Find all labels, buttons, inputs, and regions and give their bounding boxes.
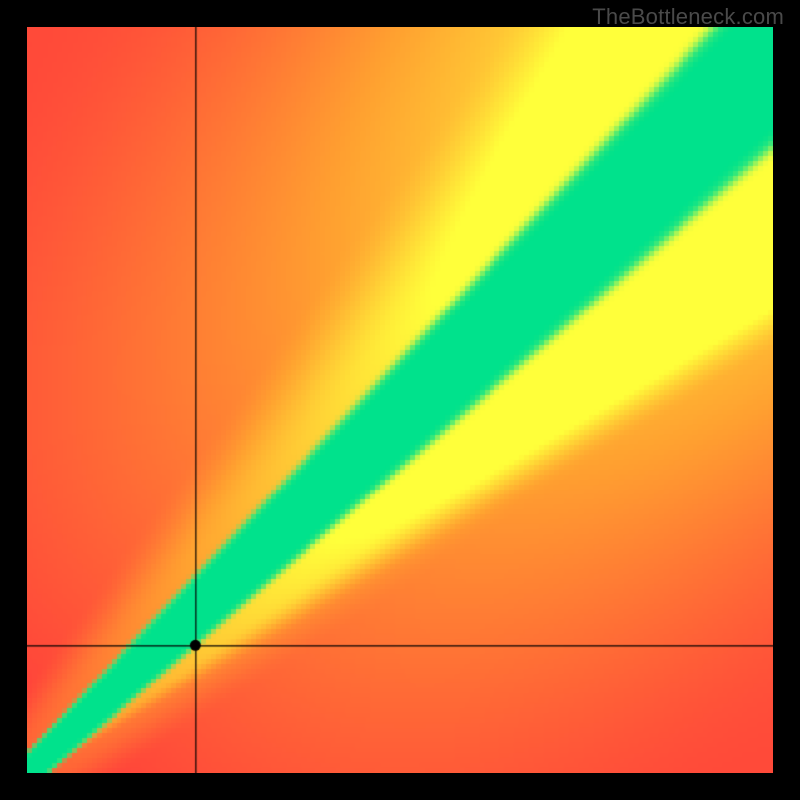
frame-left — [0, 0, 27, 800]
frame-right — [773, 0, 800, 800]
chart-container: TheBottleneck.com — [0, 0, 800, 800]
watermark-text: TheBottleneck.com — [592, 4, 784, 30]
frame-bottom — [0, 773, 800, 800]
crosshair-overlay — [27, 27, 773, 773]
